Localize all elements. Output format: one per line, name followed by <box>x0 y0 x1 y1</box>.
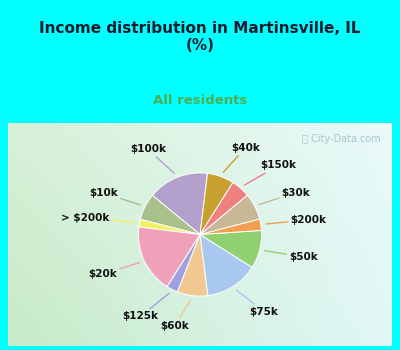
Wedge shape <box>178 234 208 296</box>
Wedge shape <box>200 230 262 267</box>
Wedge shape <box>138 227 200 287</box>
Wedge shape <box>200 173 233 234</box>
Text: $200k: $200k <box>266 215 327 225</box>
Text: $60k: $60k <box>160 300 191 331</box>
Wedge shape <box>200 219 262 234</box>
Text: Income distribution in Martinsville, IL
(%): Income distribution in Martinsville, IL … <box>39 21 361 53</box>
Text: $100k: $100k <box>130 144 174 173</box>
Text: $20k: $20k <box>88 263 140 279</box>
Text: $50k: $50k <box>265 251 318 262</box>
Text: > $200k: > $200k <box>61 212 134 223</box>
Text: $10k: $10k <box>89 188 140 205</box>
Wedge shape <box>200 195 260 234</box>
Text: $30k: $30k <box>260 188 310 204</box>
Text: $40k: $40k <box>223 143 260 172</box>
Text: $125k: $125k <box>122 293 169 322</box>
Text: $150k: $150k <box>244 160 296 185</box>
Text: $75k: $75k <box>236 290 278 317</box>
Wedge shape <box>139 219 200 234</box>
Wedge shape <box>200 182 247 234</box>
Text: ⓘ City-Data.com: ⓘ City-Data.com <box>302 134 380 144</box>
Wedge shape <box>167 234 200 292</box>
Wedge shape <box>140 195 200 234</box>
Text: All residents: All residents <box>153 94 247 107</box>
Wedge shape <box>152 173 208 235</box>
Wedge shape <box>200 234 252 296</box>
